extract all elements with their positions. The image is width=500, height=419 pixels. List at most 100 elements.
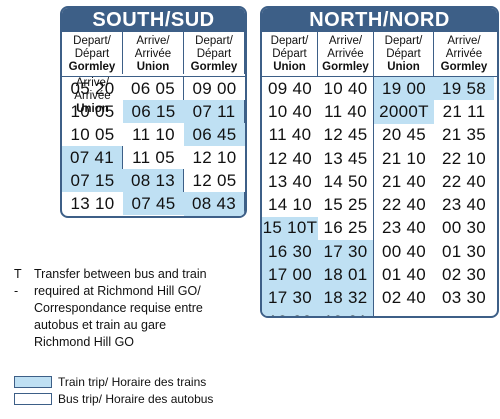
north-column-header: Arrive/Arrivée Gormley [318,32,374,76]
north-time-cell: 13 40 [267,171,313,191]
south-time-cell: 07 15 [62,169,123,192]
north-time-cell [434,310,494,316]
north-header-text: Gormley [440,61,488,73]
north-time-cell: 20 45 [381,125,427,145]
bus-swatch [14,392,52,405]
legend-bus: Bus trip/ Horaire des autobus [14,390,213,407]
south-header-text: Gormley [190,61,238,73]
transfer-note: T - Transfer between bus and train requi… [14,266,254,351]
north-time-cell: 14 10 [267,195,313,215]
north-time-cell: 19 01 [318,309,374,316]
south-time-cell: 12 05 [192,170,237,190]
legend: Train trip/ Horaire des trains Bus trip/… [14,373,213,407]
transfer-note-line: required at Richmond Hill GO/ [34,284,201,298]
south-time-cell: 11 10 [132,124,175,144]
north-column-header: Depart/Départ Union [374,32,434,76]
south-time-cell: 12 10 [192,147,237,167]
north-time-cell: 12 45 [318,123,374,147]
north-time-cell: 14 50 [318,170,374,194]
south-header-text: Depart/ [73,35,111,47]
south-time-cell: 07 11 [184,100,245,123]
north-column-headers: Depart/Départ Union Arrive/Arrivée Gormley D… [262,32,497,77]
transfer-note-line: Correspondance requise entre [34,301,203,315]
south-time-cell: 05 20 [70,78,115,98]
north-time-cell: 09 40 [267,78,313,98]
south-column-header: Arrive/Arrivée Union [62,74,123,116]
north-time-cell: 01 40 [381,265,427,285]
train-swatch [14,375,52,388]
north-time-cell: 2000T [374,100,434,124]
south-time-cell: 06 15 [123,100,184,123]
south-time-cell: 06 05 [123,77,184,100]
legend-bus-label: Bus trip/ Horaire des autobus [58,391,214,406]
north-header-text: Depart/ [270,35,309,47]
north-time-cell: 15 10T [262,216,318,241]
north-column-header: Arrive/Arrivée Gormley [434,32,494,76]
south-header-text: Arrive/ [136,35,170,47]
north-time-cell: 23 40 [441,195,487,215]
north-title: NORTH/NORD [262,8,497,32]
north-time-cell [374,310,434,316]
south-header-text: Arrive/ [75,77,110,89]
north-schedule-panel: NORTH/NORD Depart/Départ Union Arrive/Arri… [260,6,499,318]
north-times-grid: 09 40 10 40 19 00 19 58 10 40 11 40 2000T 21 11… [262,77,497,316]
south-column-headers: Depart/Départ Gormley Arrive/Arrivée Union D… [62,32,245,115]
north-time-cell: 13 45 [318,146,374,171]
south-header-text: Arrivée [74,90,111,102]
south-time-cell: 13 05 [62,215,123,216]
north-time-cell: 21 10 [381,148,427,168]
south-time-cell: 08 15 [184,215,245,216]
north-time-cell: 19 58 [434,77,494,101]
south-title: SOUTH/SUD [62,8,245,32]
south-time-cell: 08 43 [184,192,245,215]
north-time-cell: 01 30 [441,241,487,261]
north-time-cell: 00 40 [381,241,427,261]
north-time-cell: 11 40 [268,125,312,145]
south-header-text: Arrivée [134,48,172,60]
south-time-cell: 09 00 [192,78,237,98]
north-header-text: Départ [272,48,307,60]
north-time-cell: 21 35 [441,125,487,145]
south-times-grid: 05 20 06 05 09 00 10 05 06 15 07 11 10 05 11 10… [62,77,245,216]
south-column-header: Depart/Départ Gormley [184,32,245,74]
south-header-text: Depart/ [195,35,233,47]
north-time-cell: 02 40 [381,288,427,308]
north-time-cell: 19 00 [374,77,434,101]
north-time-cell: 16 25 [318,216,374,241]
south-header-text: Départ [196,48,232,60]
north-header-text: Union [273,61,306,73]
south-time-cell: 14 10 [123,215,184,216]
north-time-cell: 22 40 [381,195,427,215]
north-time-cell: 11 40 [318,100,374,124]
north-header-text: Arrive/ [447,35,481,47]
north-header-text: Arrivée [445,48,483,60]
south-time-cell: 08 13 [123,169,184,192]
north-time-cell: 12 40 [267,148,313,168]
north-time-cell: 00 30 [441,218,487,238]
south-time-cell: 07 41 [62,146,123,169]
north-time-cell: 15 25 [318,193,374,217]
south-header-text: Union [136,61,170,73]
north-time-cell: 02 30 [441,265,487,285]
south-time-cell: 10 05 [70,124,115,144]
north-header-text: Union [387,61,420,73]
north-time-cell: 21 11 [442,101,486,121]
south-time-cell: 10 05 [70,101,115,121]
north-time-cell: 21 40 [381,171,427,191]
north-time-cell: 22 10 [441,148,487,168]
north-time-cell: 03 30 [441,288,487,308]
north-time-cell: 10 40 [318,77,374,101]
north-time-cell: 23 40 [381,218,427,238]
south-time-cell: 07 45 [123,192,184,215]
south-time-cell: 11 05 [132,147,175,167]
north-time-cell: 17 30 [318,240,374,264]
south-column-header: Arrive/Arrivée Union [123,32,184,74]
transfer-note-line: Transfer between bus and train [34,267,207,281]
transfer-marker: T - [14,267,22,298]
north-header-text: Départ [386,48,421,60]
transfer-note-line: Richmond Hill GO [34,335,135,349]
north-time-cell: 18 00 [262,309,318,316]
south-time-cell: 13 10 [70,193,115,213]
north-header-text: Arrivée [327,48,364,60]
south-time-cell: 06 45 [184,123,245,146]
